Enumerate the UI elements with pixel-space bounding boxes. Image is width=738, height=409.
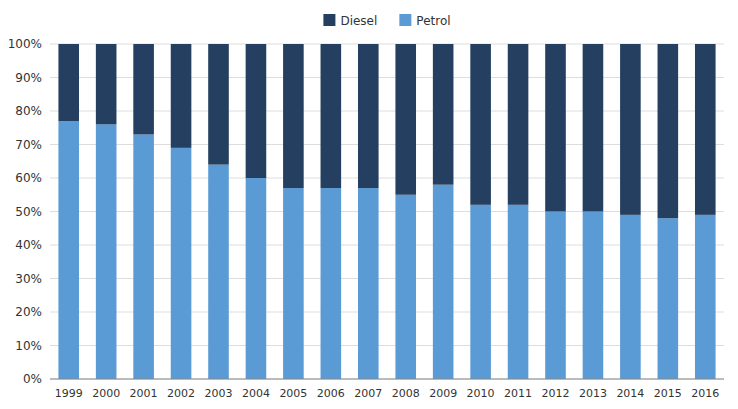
bar bbox=[283, 44, 304, 188]
bar bbox=[658, 218, 679, 379]
bar bbox=[58, 121, 79, 379]
legend-swatch bbox=[323, 14, 335, 26]
x-tick-label: 2002 bbox=[167, 387, 195, 400]
x-tick-label: 2010 bbox=[467, 387, 495, 400]
x-tick-label: 2014 bbox=[616, 387, 644, 400]
bar bbox=[96, 124, 117, 379]
bar bbox=[583, 212, 604, 380]
bar bbox=[470, 205, 491, 379]
bar bbox=[133, 134, 154, 379]
legend-item: Petrol bbox=[399, 14, 450, 28]
bar bbox=[583, 44, 604, 212]
y-tick-label: 90% bbox=[15, 71, 42, 85]
y-tick-label: 10% bbox=[15, 339, 42, 353]
y-tick-label: 40% bbox=[15, 238, 42, 252]
x-tick-label: 2000 bbox=[92, 387, 120, 400]
legend-swatch bbox=[399, 14, 411, 26]
grid-line bbox=[50, 379, 724, 380]
x-tick-label: 2001 bbox=[130, 387, 158, 400]
x-tick-label: 2004 bbox=[242, 387, 270, 400]
x-tick-label: 1999 bbox=[55, 387, 83, 400]
bar bbox=[358, 188, 379, 379]
y-tick-label: 70% bbox=[15, 138, 42, 152]
bar bbox=[58, 44, 79, 121]
bar bbox=[508, 205, 529, 379]
x-tick-label: 2015 bbox=[654, 387, 682, 400]
bar bbox=[470, 44, 491, 205]
bar bbox=[208, 44, 229, 165]
legend-label: Diesel bbox=[340, 14, 377, 28]
bar bbox=[96, 44, 117, 124]
x-axis-line bbox=[50, 379, 724, 380]
grid bbox=[50, 44, 724, 379]
bar bbox=[695, 44, 716, 215]
y-tick-label: 0% bbox=[23, 372, 42, 386]
bar bbox=[395, 44, 416, 195]
x-tick-label: 2008 bbox=[392, 387, 420, 400]
y-tick-label: 50% bbox=[15, 205, 42, 219]
bar bbox=[321, 44, 342, 188]
bar bbox=[695, 215, 716, 379]
x-tick-label: 2011 bbox=[504, 387, 532, 400]
y-tick-label: 60% bbox=[15, 171, 42, 185]
x-tick-label: 2006 bbox=[317, 387, 345, 400]
bar bbox=[283, 188, 304, 379]
bar bbox=[545, 212, 566, 380]
bar bbox=[246, 178, 267, 379]
bar bbox=[545, 44, 566, 212]
bar bbox=[321, 188, 342, 379]
legend: Diesel Petrol bbox=[323, 14, 450, 28]
bar bbox=[395, 195, 416, 379]
legend-item: Diesel bbox=[323, 14, 377, 28]
chart-svg: 0% 10% 20% 30% 40% 50% 60% 70% 80% 90% 100% 1999 200… bbox=[0, 0, 738, 409]
x-tick-label: 2012 bbox=[542, 387, 570, 400]
x-tick-label: 2005 bbox=[279, 387, 307, 400]
bar bbox=[658, 44, 679, 218]
bar bbox=[508, 44, 529, 205]
x-tick-label: 2009 bbox=[429, 387, 457, 400]
y-tick-label: 100% bbox=[8, 37, 42, 51]
bar bbox=[358, 44, 379, 188]
bar bbox=[433, 185, 454, 379]
bar bbox=[171, 148, 192, 379]
bar bbox=[620, 215, 641, 379]
x-tick-label: 2003 bbox=[205, 387, 233, 400]
x-tick-label: 2007 bbox=[354, 387, 382, 400]
bar bbox=[133, 44, 154, 134]
chart-container: 0% 10% 20% 30% 40% 50% 60% 70% 80% 90% 100% 1999 200… bbox=[0, 0, 738, 409]
bar bbox=[208, 165, 229, 379]
x-tick-label: 2016 bbox=[691, 387, 719, 400]
bars bbox=[58, 44, 715, 379]
x-tick-label: 2013 bbox=[579, 387, 607, 400]
y-tick-label: 30% bbox=[15, 272, 42, 286]
y-tick-label: 20% bbox=[15, 305, 42, 319]
bar bbox=[433, 44, 454, 185]
bar bbox=[620, 44, 641, 215]
legend-label: Petrol bbox=[416, 14, 450, 28]
y-tick-label: 80% bbox=[15, 104, 42, 118]
bar bbox=[246, 44, 267, 178]
bar bbox=[171, 44, 192, 148]
